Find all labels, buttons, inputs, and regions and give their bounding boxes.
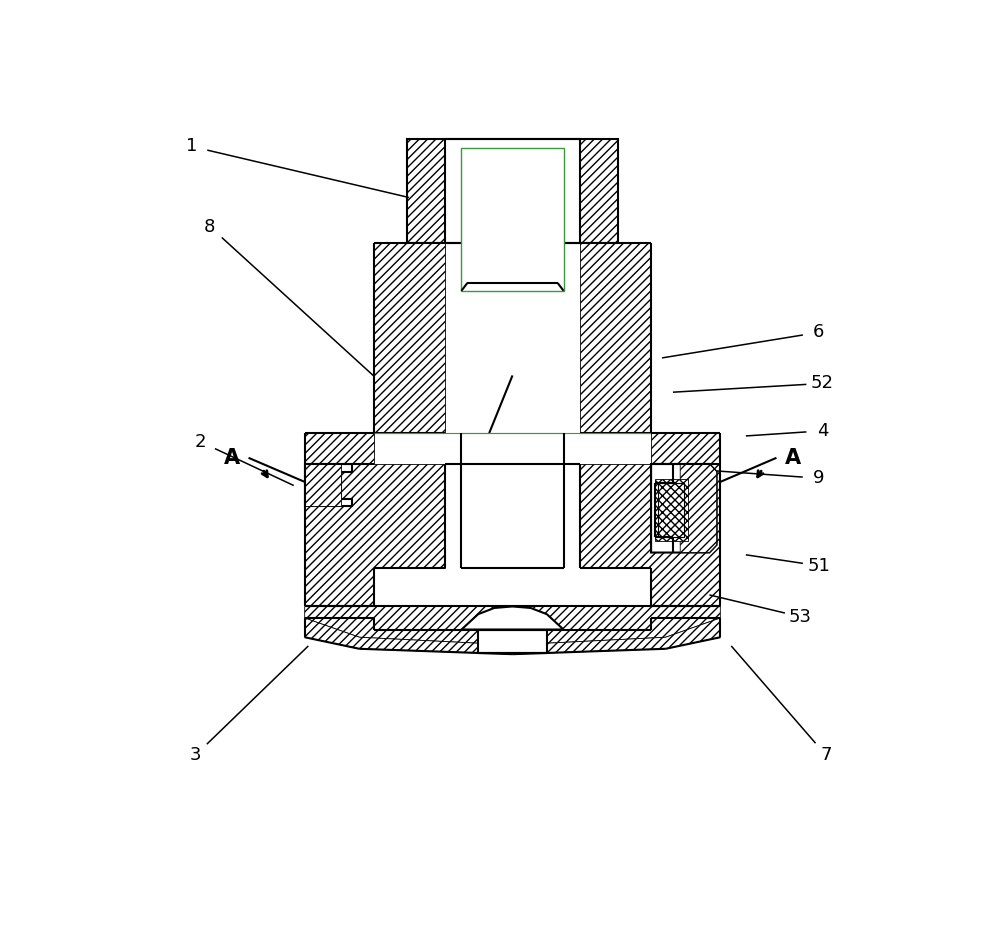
Text: 51: 51 [807,557,830,575]
Polygon shape [374,243,445,433]
Text: 53: 53 [789,608,812,626]
Polygon shape [580,464,720,606]
Polygon shape [580,139,618,243]
Polygon shape [305,618,720,654]
Text: 3: 3 [190,746,201,764]
Text: 52: 52 [811,374,834,392]
Polygon shape [305,464,445,606]
Bar [658,483,684,537]
Polygon shape [651,464,717,552]
Polygon shape [305,464,352,507]
Text: 8: 8 [204,218,216,236]
Bar [445,139,580,243]
Text: A: A [785,448,801,468]
Bar [305,464,341,507]
Bar [461,149,564,291]
Bar [308,470,336,497]
Polygon shape [580,243,651,433]
Text: 9: 9 [813,469,825,488]
Polygon shape [680,464,717,552]
Text: A: A [224,448,240,468]
Text: 7: 7 [820,746,832,764]
Bar [655,479,688,541]
Polygon shape [305,606,720,645]
Text: 4: 4 [817,421,828,439]
Polygon shape [461,606,564,630]
Bar [478,630,547,652]
Text: 6: 6 [813,323,824,342]
Polygon shape [407,139,445,243]
Polygon shape [651,433,720,464]
Polygon shape [305,433,374,464]
Text: 1: 1 [186,137,197,155]
Text: 2: 2 [195,433,206,451]
